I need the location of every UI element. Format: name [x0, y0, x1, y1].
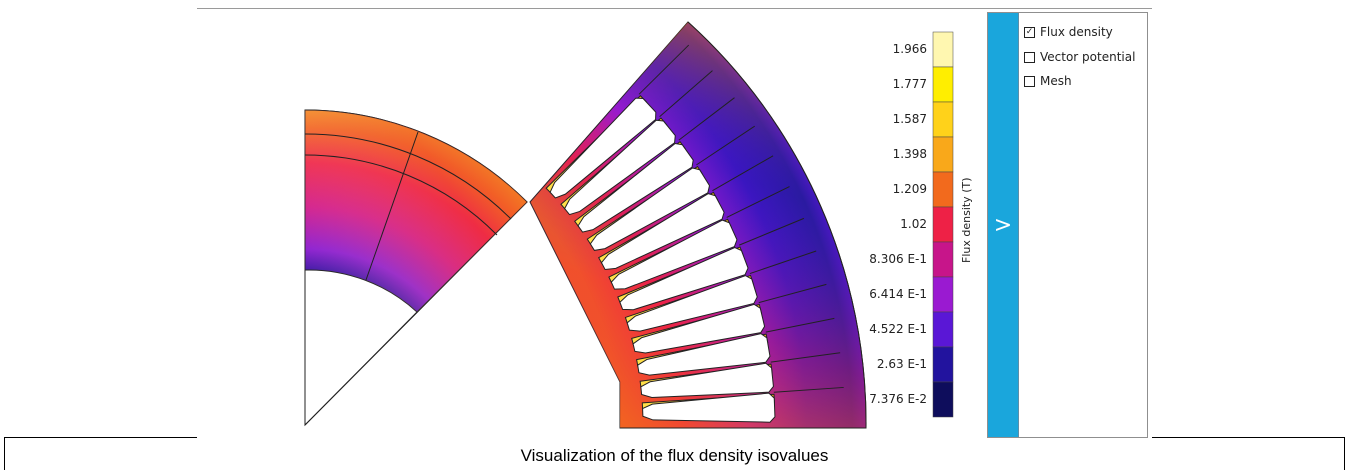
table-rule-left — [4, 437, 197, 438]
color-scale-tick-label: 1.777 — [892, 77, 927, 91]
color-scale-tick-label: 1.587 — [892, 112, 927, 126]
color-scale-tick-label: 2.63 E-1 — [876, 357, 927, 371]
color-scale-step — [932, 311, 954, 348]
stator-slot — [577, 143, 694, 233]
stator-slot — [600, 193, 725, 270]
yoke-divider — [749, 250, 817, 275]
color-scale-step — [932, 276, 954, 313]
table-border-right — [1344, 437, 1345, 470]
option-flux-density[interactable]: ✓ Flux density — [1024, 25, 1113, 39]
color-scale-step — [932, 171, 954, 208]
color-scale-tick-label: 1.02 — [900, 217, 927, 231]
color-scale-title: Flux density (T) — [960, 177, 973, 263]
figure-caption: Visualization of the flux density isoval… — [520, 446, 829, 465]
figure-top-border — [197, 8, 1152, 9]
stator-slot — [637, 333, 771, 376]
yoke-divider — [770, 352, 841, 363]
option-label: Mesh — [1040, 74, 1072, 88]
stator-slot — [619, 246, 749, 311]
option-vector-potential[interactable]: Vector potential — [1024, 50, 1135, 64]
color-scale-step — [932, 206, 954, 243]
yoke-divider — [696, 125, 756, 166]
chevron-right-icon: > — [993, 212, 1013, 238]
yoke-divider — [758, 283, 827, 304]
stator-slot — [632, 303, 766, 354]
checkbox-flux-density[interactable]: ✓ — [1024, 26, 1035, 38]
option-label: Vector potential — [1040, 50, 1136, 64]
yoke-divider — [659, 70, 713, 117]
color-scale-step — [932, 31, 954, 68]
color-scale-tick-label: 1.966 — [892, 42, 927, 56]
color-scale-bar — [932, 31, 954, 418]
color-scale-tick-label: 6.414 E-1 — [869, 287, 927, 301]
yoke-divider — [678, 97, 735, 141]
option-mesh[interactable]: Mesh — [1024, 74, 1072, 88]
checkbox-vector-potential[interactable] — [1024, 51, 1035, 63]
color-scale-step — [932, 66, 954, 103]
checkbox-mesh[interactable] — [1024, 75, 1035, 87]
color-scale-step — [932, 101, 954, 138]
yoke-divider — [638, 44, 690, 95]
option-label: Flux density — [1040, 25, 1113, 39]
table-rule-right — [1152, 437, 1345, 438]
yoke-divider — [773, 386, 844, 393]
stator-slot — [564, 119, 676, 216]
color-scale-tick-label: 1.209 — [892, 182, 927, 196]
color-scale-tick-label: 7.376 E-2 — [869, 392, 927, 406]
stator-slot — [626, 275, 758, 332]
table-border-left — [4, 437, 5, 470]
stator-slot — [549, 97, 657, 199]
yoke-divider — [726, 186, 790, 218]
panel-collapse-button[interactable]: > — [988, 13, 1019, 437]
color-scale-step — [932, 381, 954, 418]
stator-slot — [610, 219, 738, 290]
display-options-panel: > ✓ Flux density Vector potential Mesh — [987, 12, 1148, 438]
yoke-divider — [739, 217, 805, 246]
stator-slot — [642, 392, 776, 423]
stator-slot — [589, 167, 711, 251]
yoke-divider — [712, 155, 774, 192]
color-scale-tick-label: 4.522 E-1 — [869, 322, 927, 336]
flux-density-visualization — [304, 21, 954, 429]
color-scale-step — [932, 346, 954, 383]
yoke-divider — [765, 317, 835, 333]
color-scale-tick-label: 8.306 E-1 — [869, 252, 927, 266]
color-scale-step — [932, 241, 954, 278]
stator-slot — [640, 362, 774, 398]
color-scale-step — [932, 136, 954, 173]
color-scale-tick-label: 1.398 — [892, 147, 927, 161]
